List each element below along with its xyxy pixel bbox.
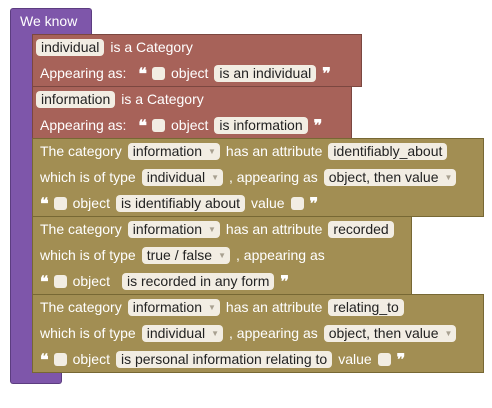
attribute-name-field[interactable]: identifiably_about	[328, 142, 448, 160]
we-know-block-spine	[10, 36, 36, 376]
phrase-field[interactable]: is personal information relating to	[115, 350, 333, 368]
value-label: value	[338, 351, 372, 367]
open-quote-icon: ❝	[138, 63, 147, 83]
appearance-dropdown-value: object, then value	[328, 324, 439, 341]
attribute-block-recorded[interactable]: The category information ▼ has an attribu…	[32, 216, 412, 295]
phrase-field[interactable]: is an individual	[214, 64, 317, 82]
is-a-category-label: is a Category	[121, 91, 204, 107]
appearing-as-label: , appearing as	[229, 325, 318, 341]
we-know-block-footer	[10, 370, 62, 384]
dropdown-arrow-icon: ▼	[218, 250, 227, 260]
type-dropdown[interactable]: individual ▼	[141, 324, 224, 342]
open-quote-icon: ❝	[138, 115, 147, 135]
appearance-dropdown[interactable]: object, then value ▼	[323, 168, 457, 186]
type-dropdown[interactable]: individual ▼	[141, 168, 224, 186]
object-checkbox[interactable]	[152, 66, 166, 80]
value-label: value	[251, 195, 285, 211]
category-dropdown[interactable]: information ▼	[127, 298, 220, 316]
dropdown-arrow-icon: ▼	[207, 146, 216, 156]
type-dropdown[interactable]: true / false ▼	[141, 246, 231, 264]
close-quote-icon: ❞	[280, 271, 289, 291]
category-name-field[interactable]: information	[36, 90, 116, 108]
category-name-field[interactable]: individual	[36, 38, 105, 56]
appearing-as-label: , appearing as	[229, 169, 318, 185]
category-dropdown-value: information	[132, 298, 202, 315]
value-checkbox[interactable]	[377, 352, 391, 366]
which-is-of-type-label: which is of type	[40, 169, 136, 185]
type-dropdown-value: individual	[146, 324, 206, 341]
open-quote-icon: ❝	[40, 193, 49, 213]
dropdown-arrow-icon: ▼	[207, 302, 216, 312]
close-quote-icon: ❞	[396, 349, 406, 369]
phrase-field[interactable]: is recorded in any form	[121, 272, 275, 290]
object-checkbox[interactable]	[53, 196, 67, 210]
the-category-label: The category	[40, 221, 122, 237]
which-is-of-type-label: which is of type	[40, 325, 136, 341]
object-checkbox[interactable]	[152, 118, 166, 132]
value-checkbox[interactable]	[290, 196, 304, 210]
has-an-attribute-label: has an attribute	[225, 299, 323, 315]
appearing-as-label: , appearing as	[236, 247, 325, 263]
close-quote-icon: ❞	[313, 115, 323, 135]
attribute-block-identifiably-about[interactable]: The category information ▼ has an attribu…	[32, 138, 484, 217]
we-know-label: We know	[20, 13, 78, 29]
object-label: object	[171, 65, 209, 81]
close-quote-icon: ❞	[309, 193, 319, 213]
has-an-attribute-label: has an attribute	[225, 143, 323, 159]
open-quote-icon: ❝	[40, 349, 49, 369]
category-block-information[interactable]: information is a Category Appearing as: …	[32, 86, 352, 139]
appearance-dropdown-value: object, then value	[328, 168, 439, 185]
type-dropdown-value: individual	[146, 168, 206, 185]
object-checkbox[interactable]	[53, 274, 67, 288]
dropdown-arrow-icon: ▼	[207, 224, 216, 234]
category-dropdown-value: information	[132, 142, 202, 159]
object-checkbox[interactable]	[53, 352, 67, 366]
category-dropdown[interactable]: information ▼	[127, 220, 220, 238]
we-know-block[interactable]	[10, 8, 92, 37]
phrase-field[interactable]: is information	[214, 116, 308, 134]
open-quote-icon: ❝	[40, 271, 49, 291]
object-label: object	[72, 273, 110, 289]
appearance-dropdown[interactable]: object, then value ▼	[323, 324, 457, 342]
object-label: object	[171, 117, 209, 133]
category-dropdown-value: information	[132, 220, 202, 237]
the-category-label: The category	[40, 143, 122, 159]
which-is-of-type-label: which is of type	[40, 247, 136, 263]
category-block-individual[interactable]: individual is a Category Appearing as: ❝…	[32, 34, 362, 87]
type-dropdown-value: true / false	[146, 246, 213, 263]
attribute-name-field[interactable]: recorded	[328, 220, 394, 238]
appearing-as-label: Appearing as:	[40, 117, 127, 133]
attribute-name-field[interactable]: relating_to	[328, 298, 404, 316]
has-an-attribute-label: has an attribute	[225, 221, 323, 237]
phrase-field[interactable]: is identifiably about	[115, 194, 246, 212]
dropdown-arrow-icon: ▼	[444, 172, 453, 182]
object-label: object	[72, 351, 110, 367]
attribute-block-relating-to[interactable]: The category information ▼ has an attribu…	[32, 294, 484, 373]
appearing-as-label: Appearing as:	[40, 65, 127, 81]
is-a-category-label: is a Category	[110, 39, 193, 55]
dropdown-arrow-icon: ▼	[211, 172, 220, 182]
close-quote-icon: ❞	[322, 63, 331, 83]
category-dropdown[interactable]: information ▼	[127, 142, 220, 160]
dropdown-arrow-icon: ▼	[211, 328, 220, 338]
dropdown-arrow-icon: ▼	[444, 328, 453, 338]
object-label: object	[72, 195, 110, 211]
the-category-label: The category	[40, 299, 122, 315]
